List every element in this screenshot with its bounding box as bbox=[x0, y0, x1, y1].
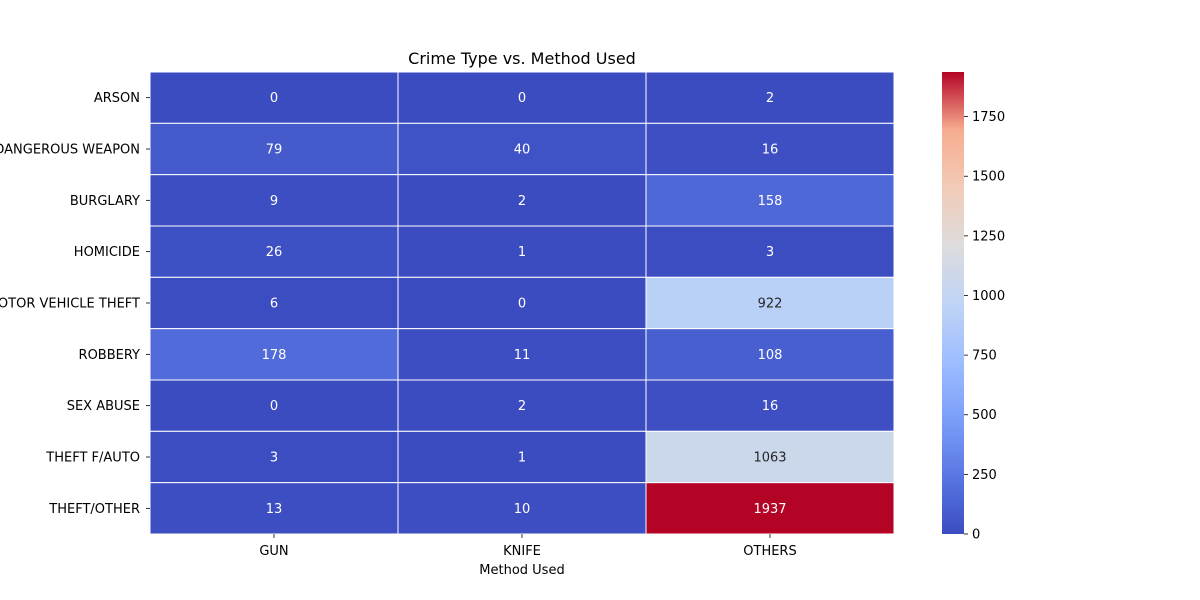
heatmap-cell bbox=[397, 328, 647, 381]
colorbar-tick-label: 750 bbox=[972, 349, 997, 364]
heatmap-cell bbox=[149, 225, 399, 278]
heatmap-cell bbox=[645, 482, 895, 535]
cell-value-label: 1 bbox=[518, 245, 526, 260]
x-tick-label: KNIFE bbox=[503, 544, 541, 559]
heatmap-cell bbox=[149, 379, 399, 432]
cell-value-label: 40 bbox=[514, 143, 531, 158]
cell-value-label: 3 bbox=[766, 245, 774, 260]
cell-value-label: 2 bbox=[518, 194, 526, 209]
y-tick-label: ARSON bbox=[94, 91, 140, 106]
cell-value-label: 1937 bbox=[753, 502, 786, 517]
cell-value-label: 16 bbox=[762, 399, 779, 414]
cell-value-label: 9 bbox=[270, 194, 278, 209]
y-tick-label: ROBBERY bbox=[79, 348, 141, 363]
heatmap-cell bbox=[645, 71, 895, 124]
cell-value-label: 10 bbox=[514, 502, 531, 517]
heatmap-cell bbox=[645, 225, 895, 278]
y-tick-label: SEX ABUSE bbox=[67, 399, 140, 414]
cell-value-label: 178 bbox=[262, 348, 287, 363]
cell-value-label: 1 bbox=[518, 451, 526, 466]
cell-value-label: 11 bbox=[514, 348, 531, 363]
chart-title: Crime Type vs. Method Used bbox=[408, 49, 636, 68]
x-tick-label: GUN bbox=[259, 544, 288, 559]
heatmap-cell bbox=[397, 430, 647, 484]
y-axis: ARSON ASSAULT W/DANGEROUS WEAPON BURGLARY H… bbox=[0, 91, 150, 517]
heatmap-cell bbox=[149, 276, 399, 330]
heatmap-cell bbox=[397, 71, 647, 124]
y-tick-label: THEFT/OTHER bbox=[48, 502, 140, 517]
cell-value-label: 922 bbox=[758, 297, 783, 312]
heatmap-cell bbox=[397, 122, 647, 176]
heatmap-cell bbox=[397, 379, 647, 432]
y-tick-label: MOTOR VEHICLE THEFT bbox=[0, 297, 140, 312]
cell-value-label: 0 bbox=[518, 297, 526, 312]
cell-value-label: 0 bbox=[518, 91, 526, 106]
heatmap-cell bbox=[149, 122, 399, 176]
colorbar-gradient bbox=[942, 72, 964, 534]
cell-value-label: 16 bbox=[762, 143, 779, 158]
heatmap-cell bbox=[645, 122, 895, 176]
cell-value-label: 3 bbox=[270, 451, 278, 466]
x-axis: GUN KNIFE OTHERS bbox=[259, 534, 797, 559]
cell-value-label: 0 bbox=[270, 91, 278, 106]
cell-value-label: 6 bbox=[270, 297, 278, 312]
heatmap-cell bbox=[149, 71, 399, 124]
colorbar-tick-label: 1250 bbox=[972, 229, 1005, 244]
y-tick-label: THEFT F/AUTO bbox=[45, 451, 140, 466]
heatmap-cell bbox=[645, 379, 895, 432]
cell-value-label: 1063 bbox=[753, 451, 786, 466]
x-axis-label: Method Used bbox=[479, 563, 564, 578]
y-tick-label: ASSAULT W/DANGEROUS WEAPON bbox=[0, 143, 140, 158]
heatmap-cell bbox=[645, 328, 895, 381]
cell-value-label: 158 bbox=[758, 194, 783, 209]
colorbar: 0 250 500 750 1000 1250 1500 1750 bbox=[942, 72, 1005, 543]
cell-value-label: 0 bbox=[270, 399, 278, 414]
colorbar-tick-label: 500 bbox=[972, 408, 997, 423]
heatmap-cell bbox=[397, 276, 647, 330]
x-tick-label: OTHERS bbox=[743, 544, 796, 559]
heatmap-cell bbox=[397, 174, 647, 227]
heatmap-cell bbox=[149, 482, 399, 535]
heatmap-cell bbox=[149, 430, 399, 484]
y-tick-label: HOMICIDE bbox=[74, 245, 140, 260]
colorbar-tick-label: 250 bbox=[972, 468, 997, 483]
colorbar-tick-label: 1750 bbox=[972, 110, 1005, 125]
colorbar-tick-label: 1000 bbox=[972, 289, 1005, 304]
cell-value-label: 26 bbox=[266, 245, 283, 260]
cell-value-label: 13 bbox=[266, 502, 283, 517]
cell-value-label: 79 bbox=[266, 143, 283, 158]
colorbar-tick-label: 1500 bbox=[972, 170, 1005, 185]
heatmap-cell bbox=[645, 430, 895, 484]
cell-value-label: 2 bbox=[518, 399, 526, 414]
cell-value-label: 108 bbox=[758, 348, 783, 363]
cell-value-label: 2 bbox=[766, 91, 774, 106]
colorbar-tick-label: 0 bbox=[972, 528, 980, 543]
y-tick-label: BURGLARY bbox=[70, 194, 140, 209]
heatmap-cell bbox=[645, 276, 895, 330]
